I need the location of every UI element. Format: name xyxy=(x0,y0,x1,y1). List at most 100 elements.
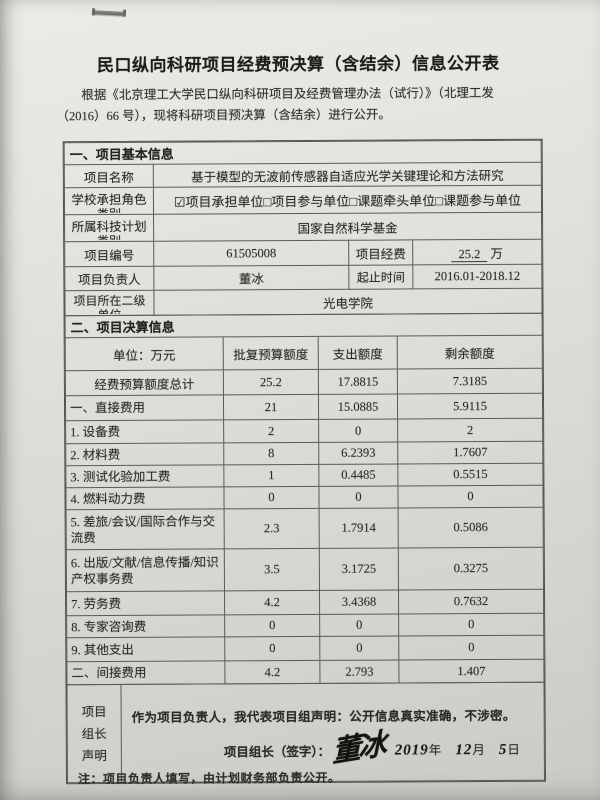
table-row: 一、直接费用 21 15.0885 5.9115 xyxy=(65,393,543,421)
date-year: 2019 xyxy=(394,742,429,759)
table-row: 9. 其他支出 0 0 0 xyxy=(66,635,544,662)
table-row: 6. 出版/文献/信息传播/知识产权事务费 3.5 3.1725 0.3275 xyxy=(66,547,544,592)
field-label-project-leader: 项目负责人 xyxy=(64,266,154,291)
page-title: 民口纵向科研项目经费预决算（含结余）信息公开表 xyxy=(96,53,500,76)
signature-row: 项目组长（签字）： 董冰 2019年 12月 5日 xyxy=(132,728,534,769)
form-sheet: 一、项目基本信息 项目名称 基于模型的无波前传感器自适应光学关键理论和方法研究 … xyxy=(62,138,547,785)
funds-unit: 万 xyxy=(490,246,503,261)
budget-remaining: 0.5086 xyxy=(398,507,544,548)
budget-approved: 1 xyxy=(223,464,319,487)
budget-remaining: 0.3275 xyxy=(398,547,544,590)
budget-spent: 0 xyxy=(319,635,399,661)
budget-row-name: 经费预算额度总计 xyxy=(65,369,224,396)
secondary-unit-value: 光电学院 xyxy=(153,288,543,316)
handwritten-date: 2019年 12月 5日 xyxy=(394,741,520,759)
budget-spent: 0 xyxy=(318,418,398,443)
table-row: 7. 劳务费 4.2 3.4368 0.7632 xyxy=(66,589,544,616)
budget-remaining: 0 xyxy=(398,635,544,660)
budget-row-name: 6. 出版/文献/信息传播/知识产权事务费 xyxy=(66,548,225,592)
declaration-label: 项目 组长 声明 xyxy=(66,684,122,783)
school-role-checkboxes: ☑项目承担单位□项目参与单位□课题牵头单位□课题参与单位 xyxy=(153,185,542,215)
budget-row-name: 8. 专家咨询费 xyxy=(66,614,225,638)
budget-spent: 3.1725 xyxy=(319,547,399,591)
budget-spent: 17.8815 xyxy=(318,368,398,395)
plan-category-value: 国家自然科学基金 xyxy=(153,212,542,242)
project-number-value: 61505008 xyxy=(153,240,349,267)
field-label-school-role-line2: 类别 xyxy=(69,208,149,213)
intro-paragraph: 根据《北京理工大学民口纵向科研项目及经费管理办法（试行）》（北理工发 （2016… xyxy=(56,83,546,128)
table-row: 二、间接费用 4.2 2.793 1.407 xyxy=(66,659,544,685)
project-name-value: 基于模型的无波前传感器自适应光学关键理论和方法研究 xyxy=(153,162,542,188)
field-label-plan-category-line2: 类别 xyxy=(69,235,149,240)
budget-spent: 0 xyxy=(318,485,399,509)
field-label-secondary-unit: 项目所在二级 单位 xyxy=(64,290,155,316)
budget-remaining: 0.7632 xyxy=(398,589,544,614)
budget-approved: 25.2 xyxy=(223,369,319,395)
table-row: 2. 材料费 8 6.2393 1.7607 xyxy=(65,441,543,466)
budget-approved: 0 xyxy=(224,614,320,637)
budget-approved: 8 xyxy=(223,442,319,465)
table-row: 8. 专家咨询费 0 0 0 xyxy=(66,613,544,638)
budget-spent: 6.2393 xyxy=(318,441,398,465)
column-header-unit: 单位：万元 xyxy=(65,336,224,371)
budget-row-name: 4. 燃料动力费 xyxy=(65,486,225,510)
budget-approved: 3.5 xyxy=(224,548,320,591)
declaration-statement: 作为项目负责人，我代表项目组声明：公开信息真实准确，不涉密。 xyxy=(131,708,516,725)
table-row: 1. 设备费 2 0 2 xyxy=(65,418,543,444)
basic-section-title: 一、项目基本信息 xyxy=(64,140,542,165)
sign-label: 项目组长（签字）： xyxy=(223,744,331,759)
budget-approved: 2 xyxy=(223,419,319,443)
duration-value: 2016.01-2018.12 xyxy=(412,264,542,289)
handwritten-signature: 董冰 xyxy=(332,728,385,770)
intro-line-1: 根据《北京理工大学民口纵向科研项目及经费管理办法（试行）》（北理工发 xyxy=(81,85,494,103)
budget-section-title: 二、项目决算信息 xyxy=(65,313,543,338)
table-row: 4. 燃料动力费 0 0 0 xyxy=(65,485,544,510)
field-label-school-role: 学校承担角色 类别 xyxy=(64,187,154,215)
field-label-plan-category: 所属科技计划 类别 xyxy=(64,214,154,242)
budget-approved: 4.2 xyxy=(224,660,320,684)
field-label-duration: 起止时间 xyxy=(348,264,413,290)
budget-spent: 2.793 xyxy=(319,659,399,684)
table-row: 5. 差旅/会议/国际合作与交流费 2.3 1.7914 0.5086 xyxy=(66,507,544,550)
project-funds-value: 25.2 万 xyxy=(412,239,542,265)
budget-row-name: 2. 材料费 xyxy=(65,442,224,466)
column-header-remaining: 剩余额度 xyxy=(397,335,543,369)
budget-remaining: 1.407 xyxy=(398,659,544,683)
budget-row-name: 3. 测试化验加工费 xyxy=(65,464,224,488)
budget-spent: 15.0885 xyxy=(318,393,398,420)
budget-spent: 0 xyxy=(319,613,399,637)
column-header-approved: 批复预算额度 xyxy=(223,336,319,370)
table-row: 经费预算额度总计 25.2 17.8815 7.3185 xyxy=(65,368,543,396)
budget-row-name: 1. 设备费 xyxy=(65,419,224,444)
budget-row-name: 一、直接费用 xyxy=(65,394,224,421)
budget-remaining: 0 xyxy=(397,485,544,508)
field-label-project-funds: 项目经费 xyxy=(348,239,413,266)
budget-remaining: 1.7607 xyxy=(397,441,543,464)
intro-line-2: （2016）66 号），现将科研项目预决算（含结余）进行公开。 xyxy=(56,107,391,124)
budget-remaining: 2 xyxy=(397,418,543,442)
budget-spent: 1.7914 xyxy=(319,507,399,549)
budget-table: 二、项目决算信息 单位：万元 批复预算额度 支出额度 剩余额度 经费预算额度总计… xyxy=(65,313,545,685)
column-header-spent: 支出额度 xyxy=(318,335,398,370)
field-label-project-name: 项目名称 xyxy=(64,164,154,188)
basic-info-table: 一、项目基本信息 项目名称 基于模型的无波前传感器自适应光学关键理论和方法研究 … xyxy=(64,140,543,317)
declaration-body: 作为项目负责人，我代表项目组声明：公开信息真实准确，不涉密。 项目组长（签字）：… xyxy=(120,682,545,783)
budget-spent: 3.4368 xyxy=(319,589,399,615)
field-label-secondary-unit-line2: 单位 xyxy=(70,309,150,314)
project-leader-value: 董冰 xyxy=(153,265,349,291)
date-month: 12 xyxy=(455,742,473,759)
field-label-project-number: 项目编号 xyxy=(64,241,154,267)
budget-remaining: 5.9115 xyxy=(397,393,543,419)
budget-row-name: 二、间接费用 xyxy=(66,660,225,685)
staple-mark-icon xyxy=(92,10,126,16)
budget-approved: 21 xyxy=(223,394,319,420)
budget-spent: 0.4485 xyxy=(318,463,398,487)
table-row: 3. 测试化验加工费 1 0.4485 0.5515 xyxy=(65,463,543,488)
budget-remaining: 0.5515 xyxy=(397,463,543,486)
funds-amount: 25.2 xyxy=(451,246,488,262)
budget-remaining: 0 xyxy=(398,613,544,636)
budget-approved: 4.2 xyxy=(224,590,320,615)
budget-approved: 0 xyxy=(223,486,320,509)
budget-approved: 2.3 xyxy=(224,508,320,549)
